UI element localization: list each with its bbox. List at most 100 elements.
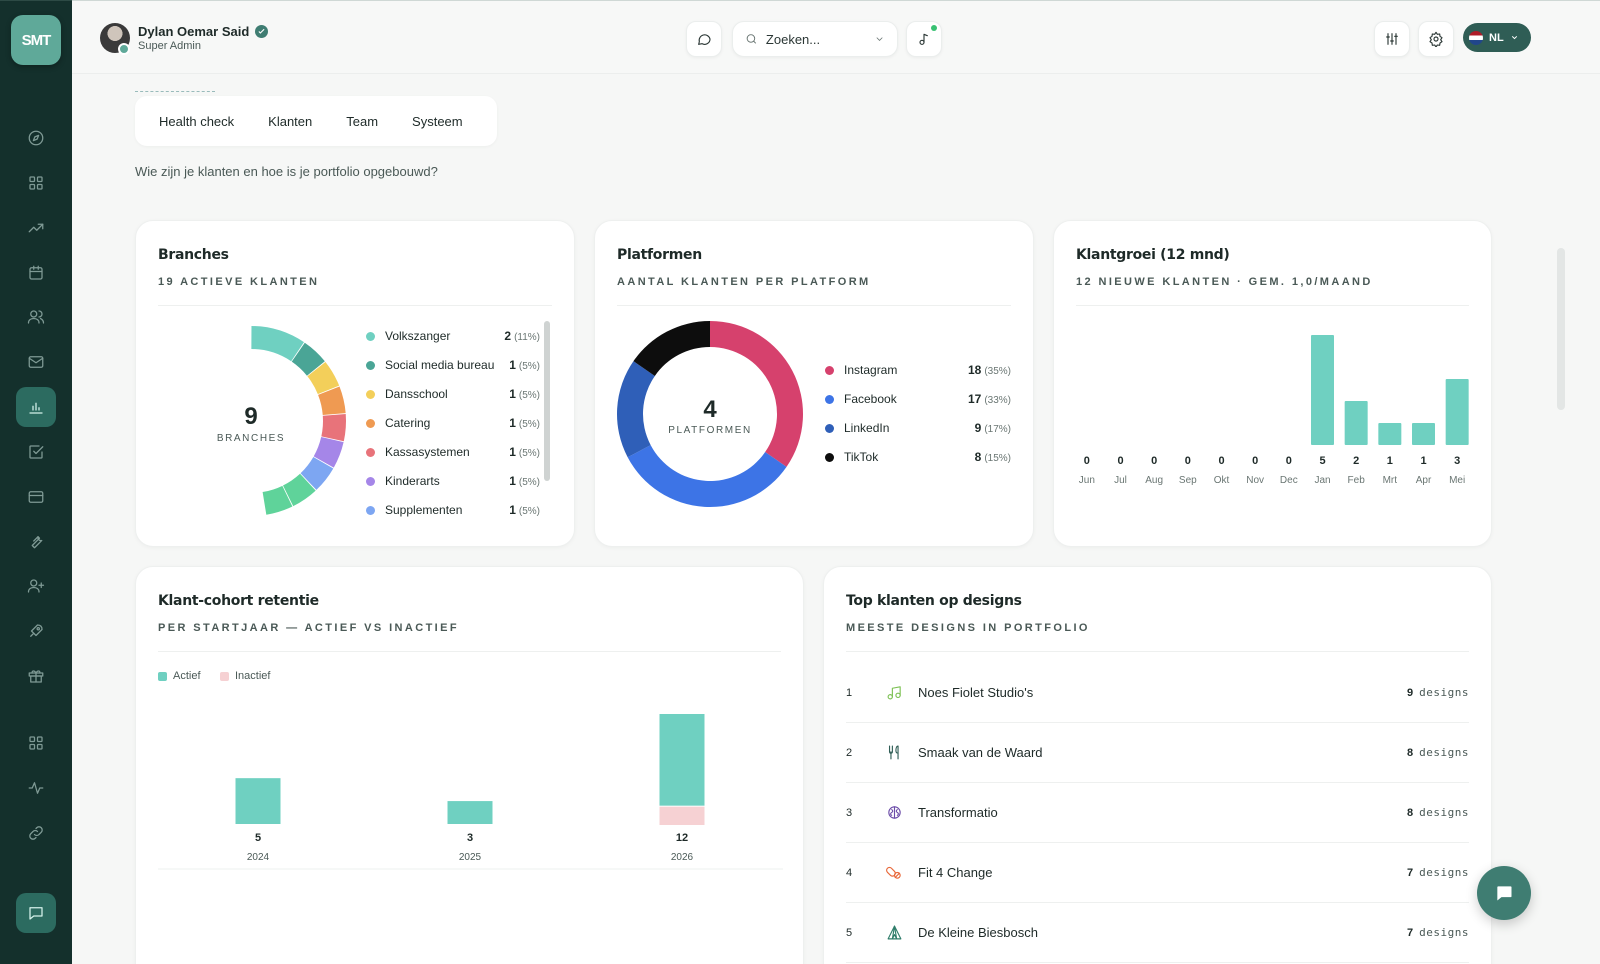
client-row[interactable]: 2 Smaak van de Waard 8 designs [846,723,1469,783]
legend-label: TikTok [844,450,879,464]
tab-health-check[interactable]: Health check [159,113,235,129]
settings-button[interactable] [1418,21,1454,57]
nav-dashboard[interactable] [16,163,56,203]
legend-swatch [220,671,229,681]
branch-slice[interactable] [313,437,344,468]
cohort-bar-active[interactable] [659,714,705,806]
branch-slice[interactable] [262,485,293,515]
platform-slice[interactable] [627,445,787,507]
nav-trends[interactable] [16,208,56,248]
platform-slice[interactable] [617,361,655,458]
nav-links[interactable] [16,813,56,853]
nav-calendar[interactable] [16,253,56,293]
branch-slice[interactable] [251,326,305,362]
divider [1076,305,1469,306]
cohort-bar-active[interactable] [235,778,281,824]
filters-button[interactable] [1374,21,1410,57]
platform-slice[interactable] [633,321,710,376]
sidebar: SMT [0,0,72,964]
legend-label: LinkedIn [844,421,890,435]
legend-dot [366,331,375,341]
messages-button[interactable] [686,21,722,57]
branch-slice[interactable] [300,456,334,490]
client-row[interactable]: 3 Transformatio 8 designs [846,783,1469,843]
legend-label: Instagram [844,363,898,377]
app-logo[interactable]: SMT [11,15,61,65]
branch-slice[interactable] [318,386,346,415]
nav-tasks[interactable] [16,432,56,472]
client-rank: 2 [846,746,853,759]
legend-percent: (33%) [984,395,1011,406]
branch-slice[interactable] [291,342,325,376]
bar-value-label: 5 [1319,455,1325,467]
search-box[interactable] [732,21,898,57]
nav-mail[interactable] [16,342,56,382]
legend-percent: (15%) [984,453,1011,464]
card-subtitle: 19 ACTIEVE KLANTEN [158,276,320,288]
growth-bar[interactable] [1311,335,1334,445]
page-scrollbar[interactable] [1557,248,1565,410]
wrench-icon [31,536,43,549]
chat-fab-button[interactable] [1477,866,1531,920]
legend-dot [366,360,375,370]
growth-bar[interactable] [1344,401,1368,445]
legend-percent: (5%) [518,477,540,488]
branches-donut [251,326,346,515]
tab-team[interactable]: Team [346,113,379,129]
client-row[interactable]: 1 Noes Fiolet Studio's 9 designs [846,663,1469,723]
client-count: 7 [1407,866,1414,879]
nav-chat[interactable] [16,893,56,933]
growth-bar[interactable] [1378,423,1402,445]
top-bar: Dylan Oemar Said Super Admin NL [72,0,1600,74]
cohort-bar-active[interactable] [447,801,493,824]
users-icon [27,310,45,324]
bar-value-label: 0 [1286,455,1292,467]
legend-item: TikTok [825,450,878,464]
legend-item: LinkedIn [825,421,889,435]
legend-scrollbar[interactable] [544,321,550,481]
grid-icon [29,176,43,190]
legend-percent: (35%) [984,366,1011,377]
x-tick-label: Jul [1114,475,1127,486]
card-icon [28,491,44,503]
x-tick-label: Dec [1280,475,1298,486]
x-tick-label: Sep [1179,475,1197,486]
branch-slice[interactable] [282,473,316,507]
tab-systeem[interactable]: Systeem [412,113,463,129]
cohort-bar-inactive[interactable] [659,806,705,825]
legend-active: Actief [158,670,201,682]
legend-value: 1 (5%) [509,474,540,488]
nav-tools[interactable] [16,521,56,561]
nav-users[interactable] [16,297,56,337]
client-row[interactable]: 5 De Kleine Biesbosch 7 designs [846,903,1469,963]
platform-slice[interactable] [710,321,803,467]
x-tick-label: Mrt [1383,475,1398,486]
growth-bar[interactable] [1412,423,1435,445]
nav-compass[interactable] [16,118,56,158]
x-tick-label: Apr [1416,475,1432,486]
cohort-total-label: 3 [467,832,473,844]
nav-add-user[interactable] [16,566,56,606]
client-row[interactable]: 4 Fit 4 Change 7 designs [846,843,1469,903]
sliders-icon [1386,33,1398,45]
search-input[interactable] [765,31,866,47]
user-name: Dylan Oemar Said [138,24,269,39]
nav-activity[interactable] [16,768,56,808]
tab-klanten[interactable]: Klanten [268,113,313,129]
language-switcher[interactable]: NL [1463,23,1531,52]
bar-value-label: 1 [1387,455,1393,467]
calendar-icon [29,265,43,280]
legend-value: 8 (15%) [974,450,1011,464]
growth-bar[interactable] [1445,379,1469,445]
nav-launch[interactable] [16,611,56,651]
online-badge [118,43,130,55]
nav-gifts[interactable] [16,656,56,696]
branch-slice[interactable] [321,414,346,442]
nav-billing[interactable] [16,477,56,517]
branch-slice[interactable] [307,361,340,395]
music-button[interactable] [906,21,942,57]
legend-label: Social media bureau [385,358,495,372]
nav-apps[interactable] [16,723,56,763]
x-tick-label: 2025 [459,852,482,863]
nav-analytics[interactable] [16,387,56,427]
